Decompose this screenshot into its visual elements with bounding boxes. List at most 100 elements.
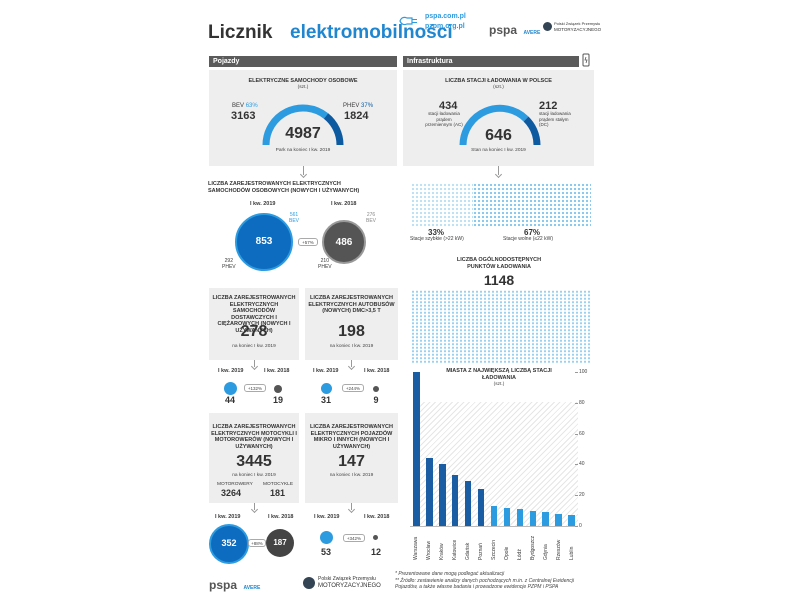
- buses-q2018: I kw. 2018: [364, 368, 390, 374]
- reg-cars-2018-circle: [322, 220, 366, 264]
- micro-2018-dot: [373, 535, 378, 540]
- speed-slow-dots: [473, 183, 591, 227]
- micro-panel: LICZBA ZAREJESTROWANYCH ELEKTRYCZNYCH PO…: [305, 413, 398, 503]
- chart-bar: [477, 489, 485, 526]
- pzpm-line1: Polski Związek Przemysłu: [554, 21, 601, 26]
- cars-unit: (szt.): [297, 85, 309, 90]
- micro-growth: +342%: [343, 534, 365, 542]
- section-vehicles: Pojazdy: [209, 56, 397, 67]
- chart-bar: [464, 481, 472, 526]
- bikes-value: 181: [270, 488, 286, 498]
- micro-value: 147: [338, 453, 365, 470]
- cars-total: 4987: [285, 125, 321, 142]
- title-dark: Licznik: [208, 22, 273, 43]
- pzpm-footer-line2: MOTORYZACYJNEGO: [318, 583, 381, 589]
- chart-x-label: Szczecin: [491, 539, 497, 560]
- chart-bar: [529, 510, 536, 526]
- footer-logo-pspa: pspa AVERE: [209, 576, 260, 594]
- stations-gauge: [459, 104, 541, 146]
- reg-cars-bev2019: 561 BEV: [289, 212, 300, 224]
- vans-2019-value: 44: [224, 395, 235, 405]
- logo-pspa-header: pspa AVERE: [489, 21, 540, 39]
- chart-bar: [439, 464, 446, 526]
- chart-x-label: Łódź: [516, 549, 523, 560]
- chart-y-tick: 20: [579, 492, 585, 499]
- reg-cars-q2019: I kw. 2019: [250, 201, 276, 207]
- dc-value: 212: [539, 100, 558, 112]
- reg-cars-phev2019: 292 PHEV: [222, 258, 236, 270]
- chart-baseline: [410, 526, 578, 527]
- chart-bar: [452, 475, 459, 526]
- phev-value: 1824: [344, 110, 369, 122]
- stations-total: 646: [485, 127, 512, 144]
- vans-note: na koniec I kw. 2019: [232, 344, 276, 349]
- chart-y-tickmark: [575, 526, 578, 527]
- chart-xlabels: Warszawa Wrocław Kraków Katowice Gdańsk Pozna…: [410, 528, 578, 562]
- chart-subtitle: (szt.): [493, 382, 505, 387]
- ac-desc: stacji ładowania prądem przemiennym (AC): [425, 111, 463, 127]
- avere-logo-text: AVERE: [523, 30, 541, 36]
- buses-panel: LICZBA ZAREJESTROWANYCH ELEKTRYCZNYCH AU…: [305, 288, 398, 360]
- stations-unit: (szt.): [493, 85, 504, 90]
- reg-cars-2018-total: 486: [335, 237, 353, 248]
- vans-value: 278: [240, 323, 268, 340]
- stations-note: Stan na koniec I kw. 2019: [471, 148, 526, 153]
- chart-x-label: Warszawa: [413, 536, 420, 560]
- arrow-vans: [254, 360, 255, 367]
- micro-title: LICZBA ZAREJESTROWANYCH ELEKTRYCZNYCH PO…: [310, 424, 393, 450]
- chart-x-label: Wrocław: [426, 540, 433, 560]
- cars-panel: ELEKTRYCZNE SAMOCHODY OSOBOWE (szt.) BEV…: [209, 70, 397, 166]
- pspa-footer-text: pspa: [209, 578, 238, 592]
- mopeds-value: 3264: [221, 488, 242, 498]
- chart-y-tick: 80: [579, 399, 585, 406]
- chart-bar: [426, 458, 433, 526]
- chart-y-tickmark: [575, 402, 578, 404]
- buses-2018-value: 9: [373, 395, 379, 405]
- footer-note2: ** Źródło: zestawienie analizy danych po…: [395, 578, 574, 590]
- footer-logo-pzpm: Polski Związek Przemysłu MOTORYZACYJNEGO: [303, 576, 393, 592]
- chart-x-label: Opole: [503, 546, 510, 560]
- buses-2019-dot: [321, 383, 332, 394]
- vans-title: LICZBA ZAREJESTROWANYCH ELEKTRYCZNYCH SA…: [212, 295, 296, 334]
- micro-q2019: I kw. 2019: [314, 514, 340, 520]
- vans-2019-dot: [224, 382, 237, 395]
- charger-icon: [582, 53, 592, 67]
- vans-2018-value: 19: [272, 395, 283, 405]
- moto-note: na koniec I kw. 2019: [232, 473, 276, 478]
- chart-bar: [516, 509, 524, 526]
- chart-y-tick: 100: [579, 369, 588, 375]
- fast-pct: 33%: [428, 228, 445, 237]
- buses-note: na koniec I kw. 2019: [329, 344, 374, 349]
- reg-cars-title: LICZBA ZAREJESTROWANYCH ELEKTRYCZNYCH SA…: [208, 181, 360, 194]
- chart-bar: [568, 515, 575, 526]
- moto-2019-circle: [209, 524, 249, 564]
- chart-y-tick: 0: [579, 523, 582, 529]
- bikes-label: MOTOCYKLE: [263, 482, 294, 487]
- url-pzpm[interactable]: pzpm.org.pl: [425, 23, 465, 30]
- chart-bar: [542, 512, 549, 526]
- pzpm-line2: MOTORYZACYJNEGO: [554, 27, 602, 32]
- title-blue: elektromobilności: [290, 22, 453, 43]
- chart-y-tick: 40: [579, 461, 585, 468]
- ac-value: 434: [439, 100, 458, 112]
- pzpm-footer-line1: Polski Związek Przemysłu: [318, 576, 376, 582]
- points-dots: [411, 290, 592, 364]
- micro-2019-dot: [320, 531, 333, 544]
- arrow-stations: [498, 166, 499, 175]
- pspa-logo-text: pspa: [489, 23, 518, 37]
- reg-cars-bev2018: 276 BEV: [366, 212, 377, 224]
- reg-cars-q2018: I kw. 2018: [331, 201, 357, 207]
- moto-panel: LICZBA ZAREJESTROWANYCH ELEKTRYCZNYCH MO…: [209, 413, 299, 503]
- chart-plot: [410, 372, 578, 527]
- buses-title: LICZBA ZAREJESTROWANYCH ELEKTRYCZNYCH AU…: [308, 295, 395, 314]
- url-pspa[interactable]: pspa.com.pl: [425, 13, 466, 20]
- chart-bar: [503, 507, 511, 526]
- bev-value: 3163: [231, 110, 256, 122]
- chart-bar: [413, 372, 420, 526]
- cars-note: Park na koniec I kw. 2019: [275, 148, 331, 153]
- chart-y-tickmark: [575, 464, 578, 466]
- pzpm-emblem-icon: [543, 22, 552, 31]
- chart-axis: 0 20 40 60 80 100: [575, 369, 593, 529]
- stations-title: LICZBA STACJI ŁADOWANIA W POLSCE: [445, 78, 552, 84]
- arrow-micro: [351, 503, 352, 510]
